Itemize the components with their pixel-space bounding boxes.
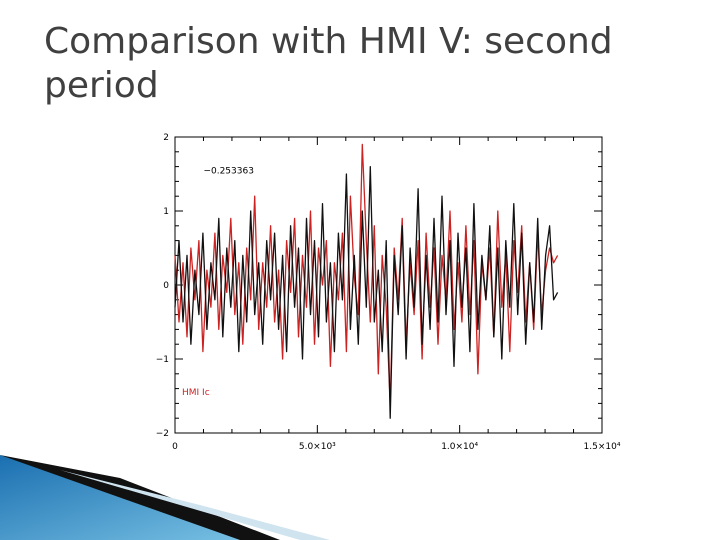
annotation-label: −0.253363 — [203, 166, 253, 176]
legend-entry: HMI Ic — [182, 388, 210, 398]
series-layer — [174, 143, 559, 419]
y-tick-label: 1 — [163, 207, 169, 217]
x-tick-label: 1.5×10⁴ — [584, 442, 621, 452]
x-tick-label: 5.0×10³ — [299, 442, 336, 452]
annotations: −0.253363 — [203, 166, 253, 176]
y-tick-label: −2 — [156, 429, 169, 439]
light-swoosh — [60, 470, 330, 540]
y-tick-label: 2 — [163, 133, 169, 143]
x-tick-label: 1.0×10⁴ — [441, 442, 478, 452]
dark-swoosh — [0, 455, 280, 540]
axis-ticks — [174, 136, 603, 434]
tick-labels: 0 5.0×10³ 1.0×10⁴ 1.5×10⁴ −2 −1 0 1 2 — [156, 133, 621, 452]
slide-title: Comparison with HMI V: second period — [44, 21, 613, 106]
x-tick-label: 0 — [172, 442, 178, 452]
legend: HMI Ic — [182, 388, 210, 398]
y-tick-label: 0 — [163, 281, 169, 291]
y-tick-label: −1 — [156, 355, 169, 365]
series-line-1 — [174, 165, 559, 419]
